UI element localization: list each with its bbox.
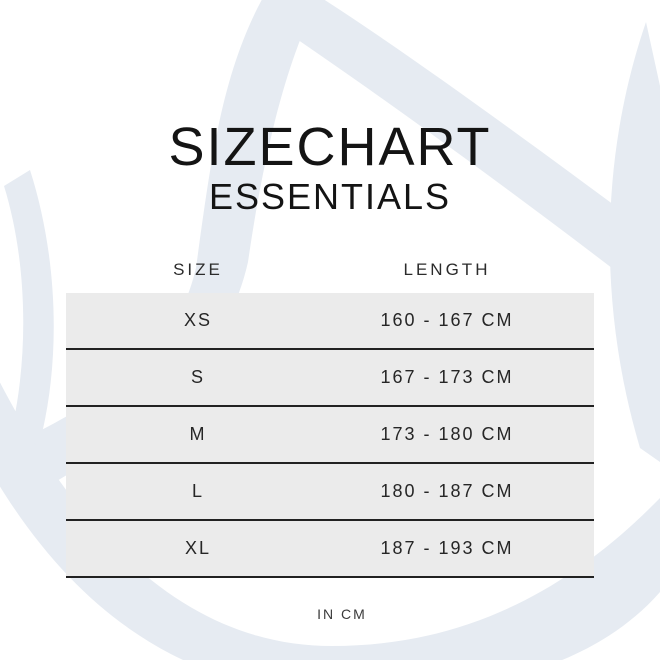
table-row-l: L 180 - 187 CM <box>66 464 594 521</box>
table-row-m: M 173 - 180 CM <box>66 407 594 464</box>
size-table: XS 160 - 167 CM S 167 - 173 CM M 173 - 1… <box>66 293 594 578</box>
size-value: XL <box>184 538 212 558</box>
size-value: M <box>189 424 207 444</box>
page-title: SIZECHART <box>168 117 492 177</box>
table-header-row: SIZE LENGTH <box>66 247 594 293</box>
size-value: XS <box>183 310 212 330</box>
table-row-xl: XL 187 - 193 CM <box>66 521 594 578</box>
table-row-xs: XS 160 - 167 CM <box>66 293 594 350</box>
length-value: 167 - 173 CM <box>380 367 514 387</box>
size-value: S <box>190 367 205 387</box>
length-value: 180 - 187 CM <box>380 481 514 501</box>
length-value: 173 - 180 CM <box>380 424 514 444</box>
unit-note: IN CM <box>0 606 660 622</box>
size-value: L <box>191 481 204 501</box>
page-subtitle: ESSENTIALS <box>208 176 452 217</box>
length-value: 160 - 167 CM <box>380 310 514 330</box>
unit-note-text: IN CM <box>317 606 367 622</box>
column-header-length: LENGTH <box>403 260 491 279</box>
table-row-s: S 167 - 173 CM <box>66 350 594 407</box>
column-header-size: SIZE <box>173 260 223 279</box>
length-value: 187 - 193 CM <box>380 538 514 558</box>
